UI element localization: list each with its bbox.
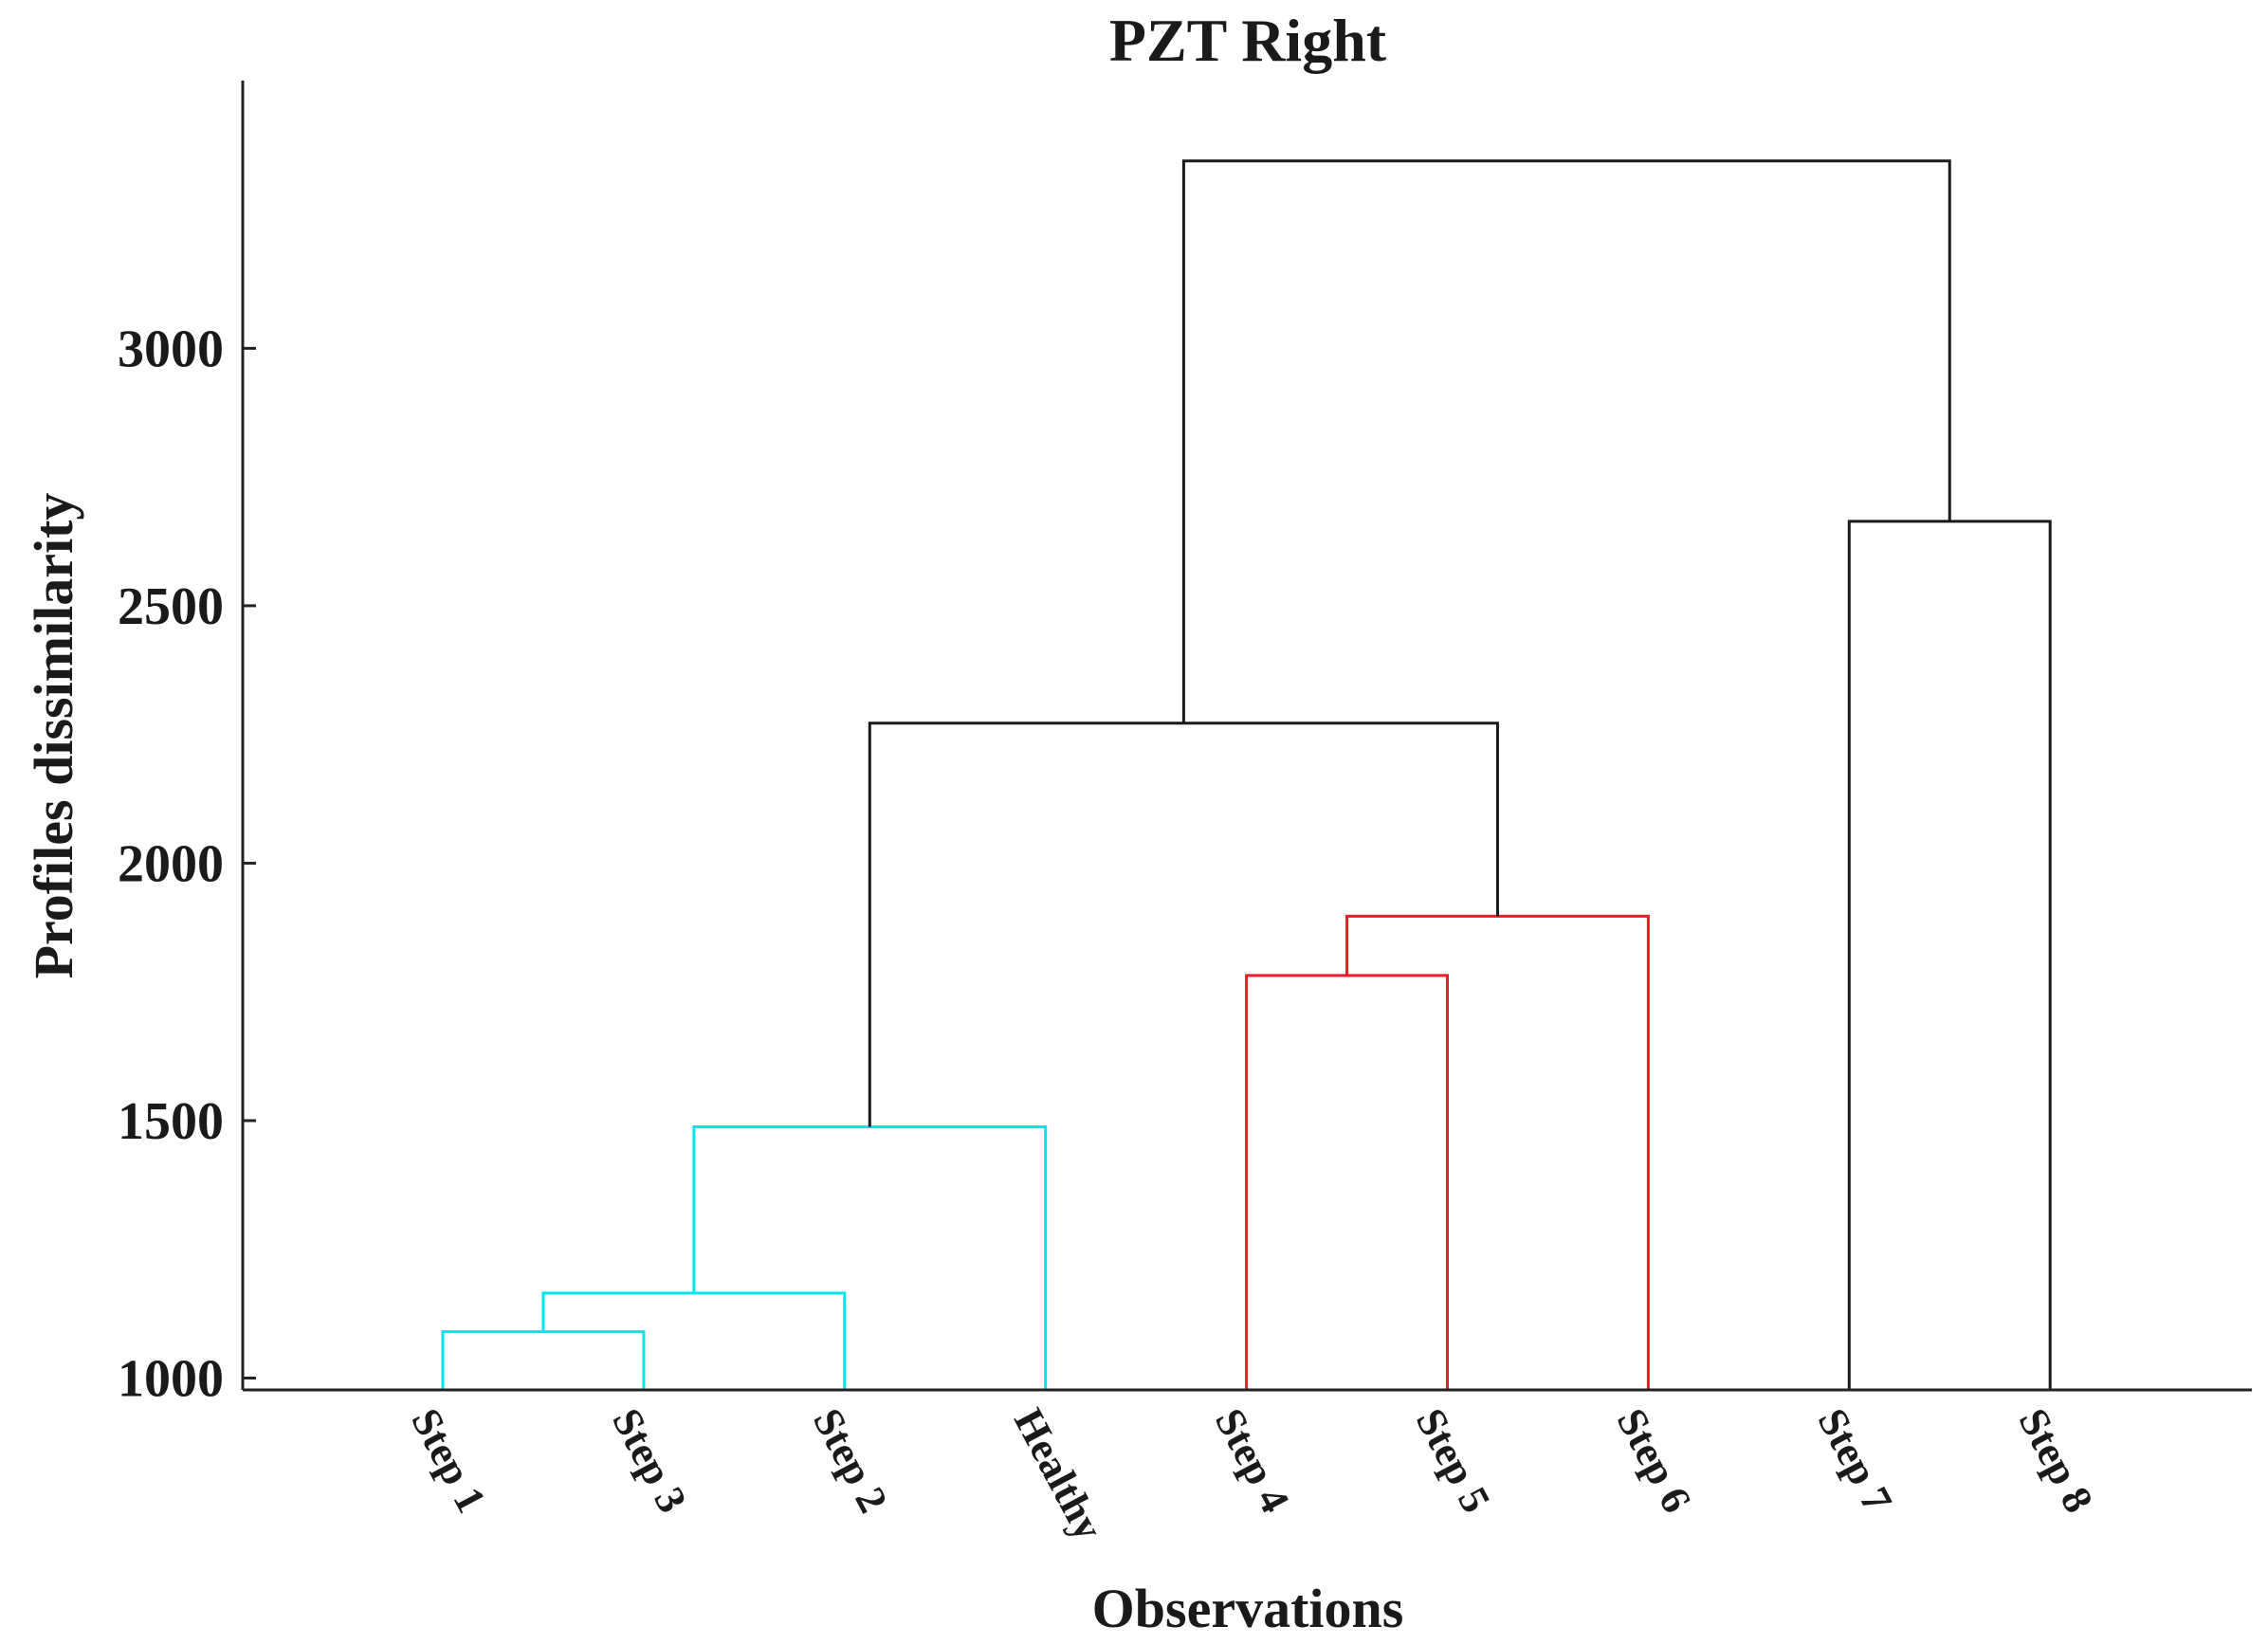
x-axis-ticks: Step 1 Step 3 Step 2 Healthy Step 4 Step 5 Ste… [402, 1401, 2102, 1548]
y-tick-label: 1000 [118, 1350, 224, 1409]
y-tick-label: 1500 [118, 1092, 224, 1151]
x-axis-label: Observations [1092, 1578, 1404, 1639]
x-tick-label: Step 4 [1206, 1401, 1299, 1521]
dendrogram-link-3 [692, 1125, 1048, 1390]
chart-title: PZT Right [1109, 7, 1387, 74]
x-tick-label: Step 6 [1608, 1401, 1701, 1521]
x-tick-label: Step 3 [603, 1401, 696, 1521]
dendrogram-link-4 [1245, 974, 1449, 1390]
x-tick-label: Healthy [1005, 1401, 1112, 1548]
dendrogram-link-5 [1345, 914, 1650, 1390]
x-tick-label: Step 7 [1808, 1401, 1901, 1521]
dendrogram-link-1 [441, 1330, 646, 1390]
y-tick-label: 3000 [118, 320, 224, 378]
x-tick-label: Step 1 [402, 1401, 495, 1521]
dendrogram-link-6 [868, 722, 1499, 1127]
y-tick-label: 2000 [118, 834, 224, 893]
x-tick-label: Step 5 [1407, 1401, 1500, 1521]
x-tick-label: Step 8 [2009, 1401, 2102, 1521]
dendrogram-link-2 [541, 1291, 847, 1390]
dendrogram-links [441, 159, 2052, 1390]
y-tick-label: 2500 [118, 577, 224, 636]
x-tick-label: Step 2 [804, 1401, 897, 1521]
y-axis-ticks: 1000 1500 2000 2500 3000 [118, 320, 256, 1409]
y-axis-label: Profiles dissimilarity [23, 493, 84, 979]
dendrogram-link-7 [1847, 520, 2052, 1390]
dendrogram-link-8 [1181, 159, 1951, 723]
